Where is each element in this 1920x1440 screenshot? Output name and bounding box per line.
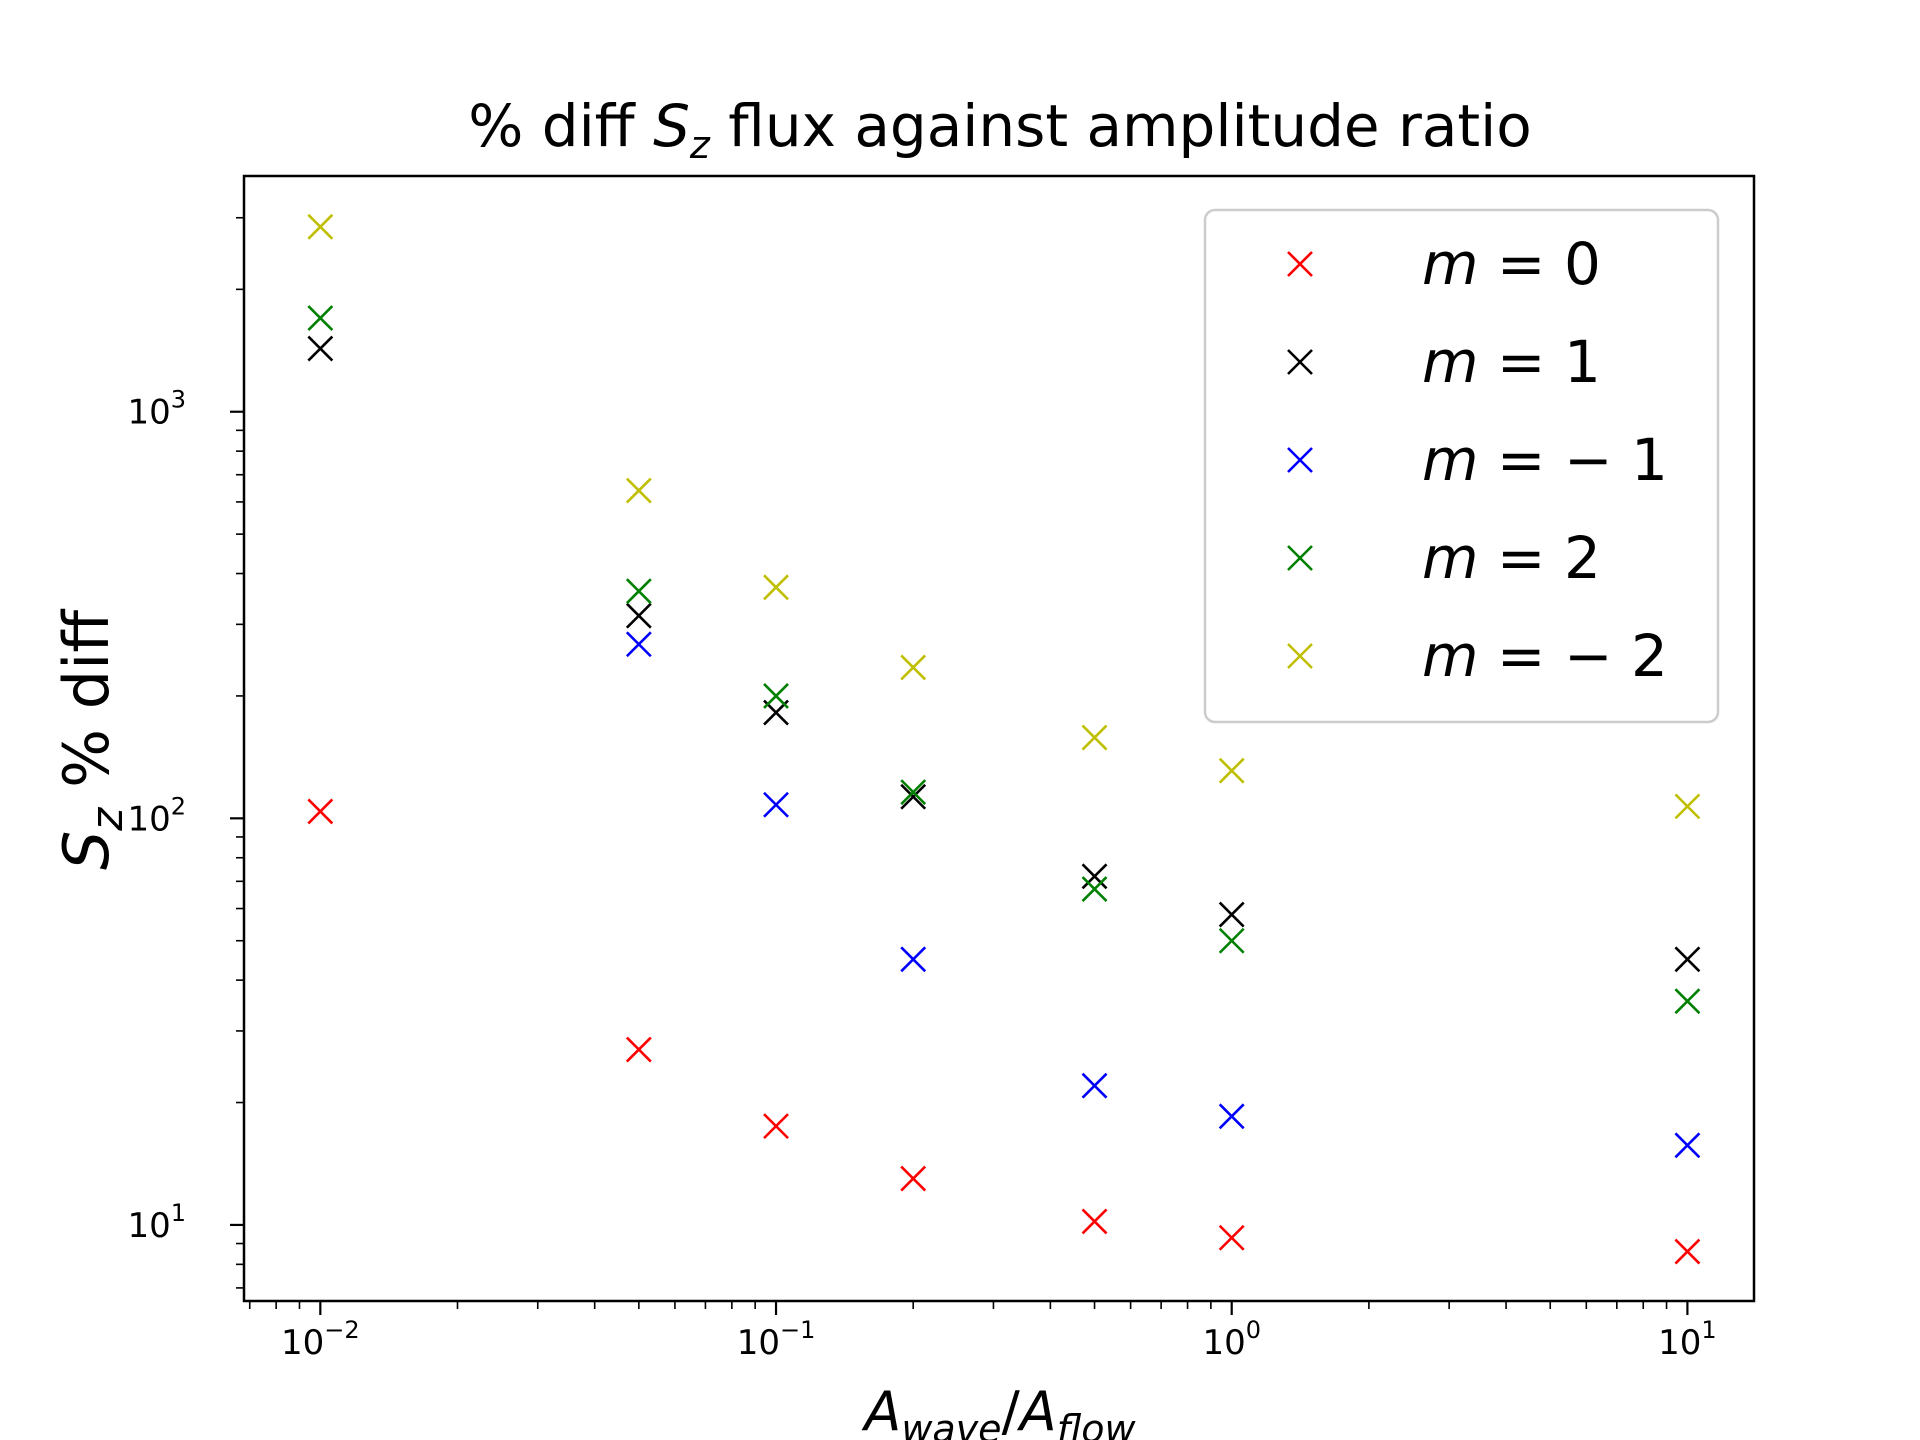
y-axis-minor-ticks [236,216,244,1289]
y-tick-label: 103 [127,386,186,433]
chart-title: % diff Sz flux against amplitude ratio [468,92,1532,167]
data-point-series-0 [1218,1224,1245,1251]
y-tick-label: 102 [127,792,186,839]
data-point-series-1 [1081,863,1108,890]
x-tick-label: 10−2 [281,1316,360,1363]
data-point-series-0 [763,1113,789,1140]
legend-label-m0: m = 0 [1422,230,1601,298]
legend: m = 0 m = 1 m = − 1 m = 2 m = − 2 [1203,208,1720,724]
data-point-series-3 [1081,876,1108,902]
data-point-series-4 [1218,757,1245,784]
data-point-series-4 [307,213,334,240]
data-point-series-1 [307,335,334,362]
x-axis-major-ticks [319,1301,1689,1315]
x-tick-label: 10−1 [737,1316,816,1363]
y-tick-labels: 101 102 103 [127,386,186,1246]
data-point-series-1 [900,783,927,810]
data-point-series-3 [307,305,334,331]
data-point-series-1 [1218,901,1245,928]
legend-label-m1: m = 1 [1422,328,1601,396]
legend-marker [1287,251,1313,277]
x-tick-label: 100 [1202,1316,1261,1363]
data-point-series-4 [625,477,652,504]
data-point-series-3 [1218,927,1245,954]
y-tick-label: 101 [127,1199,186,1246]
data-point-series-0 [900,1165,927,1192]
x-axis-minor-ticks [248,1301,1668,1309]
data-point-series-4 [1081,724,1108,751]
data-point-series-2 [1081,1072,1108,1099]
legend-label-m-neg1: m = − 1 [1422,426,1668,494]
legend-box [1203,208,1720,724]
legend-marker [1287,643,1313,669]
legend-label-m2: m = 2 [1422,524,1601,592]
data-point-series-2 [1674,1132,1701,1159]
data-point-series-3 [763,683,789,709]
legend-label-m-neg2: m = − 2 [1422,622,1668,690]
data-point-series-3 [900,779,927,806]
data-point-series-2 [625,631,652,658]
x-tick-label: 101 [1658,1316,1717,1363]
data-point-series-2 [1218,1103,1245,1130]
data-point-series-2 [900,946,927,973]
legend-markers [1287,251,1313,669]
legend-marker [1287,349,1313,375]
data-point-series-1 [625,602,652,629]
y-axis-label: Sz % diff [50,609,133,870]
data-point-series-2 [763,791,789,818]
x-tick-labels: 10−2 10−1 100 101 [281,1316,1717,1363]
y-axis-major-ticks [230,410,244,1227]
data-point-series-0 [1674,1238,1701,1265]
data-point-series-4 [1674,793,1701,820]
data-point-series-4 [763,574,789,601]
x-axis-label: Awave/Aflow [861,1380,1136,1440]
data-point-series-1 [1674,946,1701,973]
data-point-series-4 [900,654,927,681]
plot-frame [242,174,1756,1303]
data-point-series-3 [625,578,652,605]
legend-marker [1287,545,1313,571]
data-point-series-0 [1081,1208,1108,1235]
legend-marker [1287,447,1313,473]
data-point-series-0 [307,798,334,825]
data-points [307,213,1701,1265]
data-point-series-0 [625,1036,652,1063]
data-point-series-3 [1674,988,1701,1015]
